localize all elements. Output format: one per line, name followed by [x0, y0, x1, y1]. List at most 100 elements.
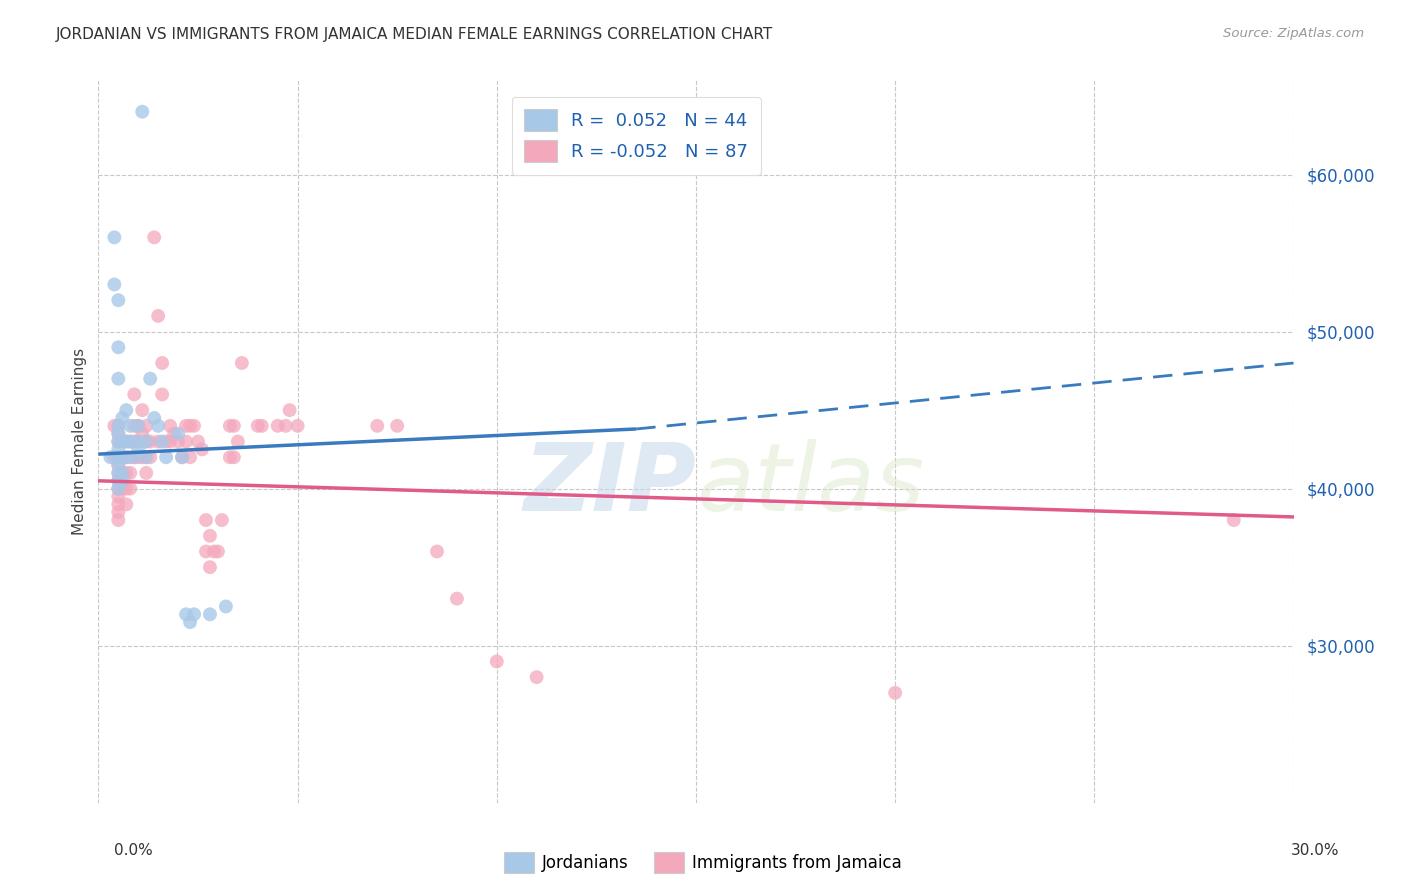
Point — [135, 434, 157, 449]
Point — [107, 466, 129, 480]
Point — [120, 482, 142, 496]
Point — [172, 450, 194, 465]
Point — [198, 607, 221, 622]
Point — [111, 450, 134, 465]
Point — [127, 418, 149, 433]
Point — [278, 403, 301, 417]
Point — [219, 450, 242, 465]
Point — [135, 450, 157, 465]
Point — [127, 434, 149, 449]
Point — [195, 513, 218, 527]
Point — [179, 450, 201, 465]
Point — [183, 418, 205, 433]
Point — [131, 104, 153, 119]
Point — [215, 599, 238, 614]
Point — [107, 482, 129, 496]
Point — [120, 466, 142, 480]
Point — [111, 411, 134, 425]
Text: Source: ZipAtlas.com: Source: ZipAtlas.com — [1223, 27, 1364, 40]
Point — [150, 387, 173, 401]
Point — [124, 450, 146, 465]
Point — [250, 418, 273, 433]
Point — [155, 434, 177, 449]
Point — [174, 418, 197, 433]
Point — [111, 466, 134, 480]
Point — [267, 418, 290, 433]
Legend: Jordanians, Immigrants from Jamaica: Jordanians, Immigrants from Jamaica — [498, 846, 908, 880]
Legend: R =  0.052   N = 44, R = -0.052   N = 87: R = 0.052 N = 44, R = -0.052 N = 87 — [512, 96, 761, 175]
Point — [211, 513, 233, 527]
Point — [107, 372, 129, 386]
Point — [385, 418, 409, 433]
Point — [131, 403, 153, 417]
Text: ZIP: ZIP — [523, 439, 696, 531]
Point — [155, 450, 177, 465]
Point — [111, 482, 134, 496]
Point — [107, 482, 129, 496]
Point — [107, 434, 129, 449]
Point — [274, 418, 297, 433]
Point — [107, 418, 129, 433]
Point — [120, 434, 142, 449]
Point — [107, 458, 129, 472]
Point — [222, 450, 245, 465]
Point — [111, 434, 134, 449]
Point — [143, 411, 166, 425]
Point — [127, 442, 149, 457]
Point — [107, 466, 129, 480]
Point — [115, 403, 138, 417]
Y-axis label: Median Female Earnings: Median Female Earnings — [72, 348, 87, 535]
Point — [179, 615, 201, 630]
Point — [159, 418, 181, 433]
Point — [219, 418, 242, 433]
Text: 0.0%: 0.0% — [114, 843, 153, 858]
Point — [179, 418, 201, 433]
Point — [187, 434, 209, 449]
Point — [231, 356, 253, 370]
Point — [120, 450, 142, 465]
Point — [107, 340, 129, 354]
Point — [107, 442, 129, 457]
Point — [167, 434, 190, 449]
Point — [107, 497, 129, 511]
Text: 30.0%: 30.0% — [1291, 843, 1339, 858]
Point — [103, 450, 125, 465]
Point — [195, 544, 218, 558]
Point — [107, 474, 129, 488]
Point — [222, 418, 245, 433]
Point — [98, 450, 122, 465]
Point — [246, 418, 269, 433]
Point — [107, 434, 129, 449]
Point — [124, 418, 146, 433]
Point — [150, 356, 173, 370]
Point — [1223, 513, 1246, 527]
Point — [115, 497, 138, 511]
Point — [191, 442, 214, 457]
Point — [107, 450, 129, 465]
Point — [115, 466, 138, 480]
Point — [120, 418, 142, 433]
Point — [287, 418, 309, 433]
Point — [115, 434, 138, 449]
Point — [139, 450, 162, 465]
Point — [127, 450, 149, 465]
Point — [148, 309, 170, 323]
Point — [107, 458, 129, 472]
Point — [127, 418, 149, 433]
Point — [124, 434, 146, 449]
Point — [148, 434, 170, 449]
Text: atlas: atlas — [696, 440, 924, 531]
Point — [135, 450, 157, 465]
Point — [131, 426, 153, 441]
Point — [103, 230, 125, 244]
Point — [485, 655, 508, 669]
Point — [115, 450, 138, 465]
Point — [139, 372, 162, 386]
Point — [884, 686, 907, 700]
Point — [426, 544, 449, 558]
Point — [115, 434, 138, 449]
Point — [115, 450, 138, 465]
Point — [124, 387, 146, 401]
Point — [111, 474, 134, 488]
Point — [107, 490, 129, 504]
